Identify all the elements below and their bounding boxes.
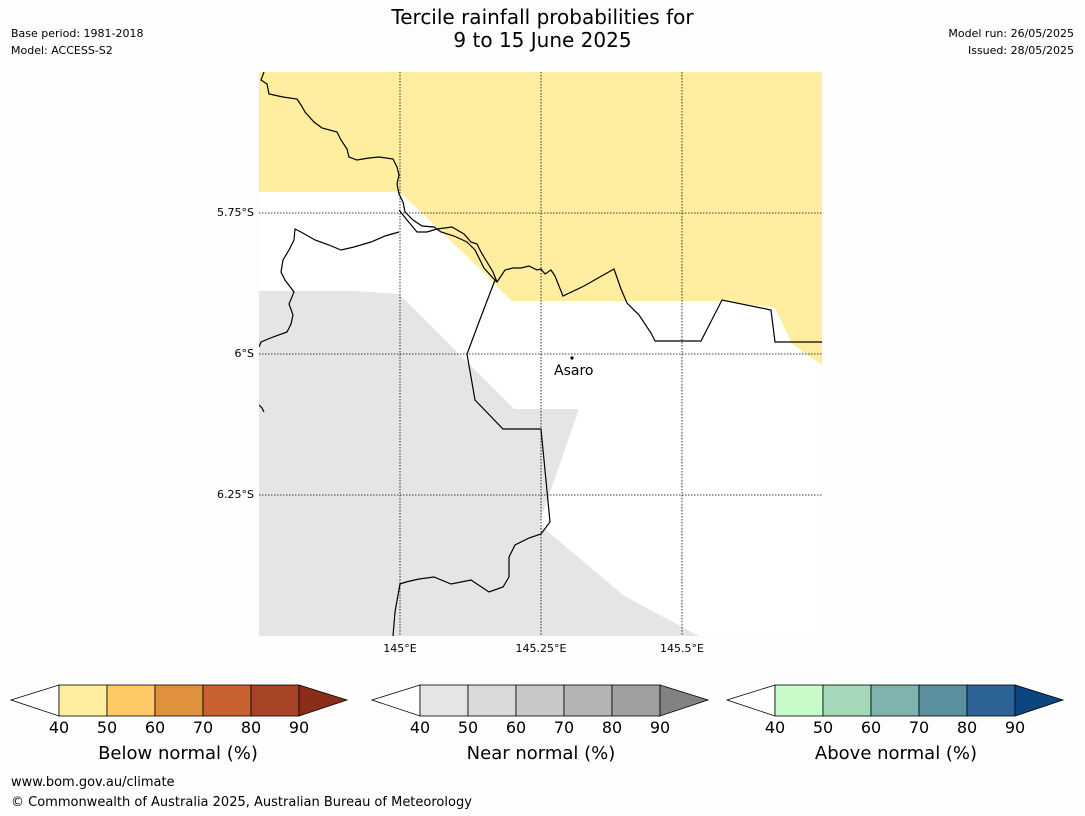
colorbar-near-tick: 60: [505, 718, 527, 737]
colorbar-near-title: Near normal (%): [466, 743, 616, 764]
near-normal-region: [259, 291, 699, 636]
colorbar-near-cell: [611, 684, 661, 717]
colorbar-near-tick: 50: [457, 718, 479, 737]
colorbar-below-tick: 70: [192, 718, 214, 737]
model-run: Model run: 26/05/2025: [948, 27, 1074, 40]
colorbar-near-cell: [515, 684, 565, 717]
colorbar-near: [371, 684, 710, 717]
lon-label-145-5e: 145.5°E: [660, 642, 704, 655]
colorbar-near-arrow: [659, 684, 710, 717]
header-left: Base period: 1981-2018 Model: ACCESS-S2: [11, 25, 143, 59]
colorbar-below-tick: 80: [240, 718, 262, 737]
footer-copyright: © Commonwealth of Australia 2025, Austra…: [11, 795, 472, 810]
colorbar-above-cell: [822, 684, 872, 717]
colorbar-above-cell: [870, 684, 920, 717]
colorbar-below-title: Below normal (%): [98, 743, 258, 764]
map-canvas: [259, 72, 822, 636]
colorbar-above-cell: [774, 684, 824, 717]
header-right: Model run: 26/05/2025 Issued: 28/05/2025: [948, 25, 1074, 59]
colorbar-near-cell: [419, 684, 469, 717]
colorbar-below-tick: 40: [48, 718, 70, 737]
colorbar-below-cell: [250, 684, 300, 717]
colorbar-near-tick: 70: [553, 718, 575, 737]
lat-label-5-75s: 5.75°S: [217, 206, 254, 219]
colorbar-below-tick: 50: [96, 718, 118, 737]
colorbar-above-tick: 40: [764, 718, 786, 737]
colorbar-below-tick: 60: [144, 718, 166, 737]
colorbar-above-arrow: [1014, 684, 1065, 717]
lat-label-6-25s: 6.25°S: [217, 488, 254, 501]
colorbar-above-tick: 70: [908, 718, 930, 737]
colorbar-above-cell: [918, 684, 968, 717]
colorbar-near-cell: [563, 684, 613, 717]
boundaries: [259, 72, 822, 636]
lon-label-145e: 145°E: [383, 642, 417, 655]
lon-label-145-25e: 145.25°E: [515, 642, 567, 655]
colorbar-below-arrow: [298, 684, 349, 717]
colorbar-below-cell: [202, 684, 252, 717]
colorbar-below-cell: [154, 684, 204, 717]
colorbar-below: [10, 684, 349, 717]
title-line-2: 9 to 15 June 2025: [453, 28, 632, 52]
colorbar-near-tick: 40: [409, 718, 431, 737]
base-period: Base period: 1981-2018: [11, 27, 144, 40]
colorbar-above-tick: 50: [812, 718, 834, 737]
issued-date: Issued: 28/05/2025: [967, 44, 1074, 57]
colorbar-below-tick: 90: [288, 718, 310, 737]
colorbar-below-cell: [58, 684, 108, 717]
colorbar-above-cell: [966, 684, 1016, 717]
colorbar-near-tick: 90: [649, 718, 671, 737]
colorbar-above-title: Above normal (%): [814, 743, 978, 764]
graticule: [259, 72, 822, 636]
colorbar-near-tick: 80: [601, 718, 623, 737]
place-marker: [570, 356, 574, 360]
model-name: Model: ACCESS-S2: [11, 44, 113, 57]
lat-label-6s: 6°S: [234, 347, 254, 360]
footer-url[interactable]: www.bom.gov.au/climate: [11, 775, 175, 790]
title-line-1: Tercile rainfall probabilities for: [391, 5, 694, 29]
colorbar-below-cell: [106, 684, 156, 717]
map-title: Tercile rainfall probabilities for 9 to …: [0, 6, 1085, 52]
colorbar-above-tick: 90: [1004, 718, 1026, 737]
place-label[interactable]: Asaro: [554, 363, 594, 379]
colorbar-above-tick: 60: [860, 718, 882, 737]
colorbar-above: [726, 684, 1065, 717]
colorbar-near-cell: [467, 684, 517, 717]
colorbar-above-tick: 80: [956, 718, 978, 737]
